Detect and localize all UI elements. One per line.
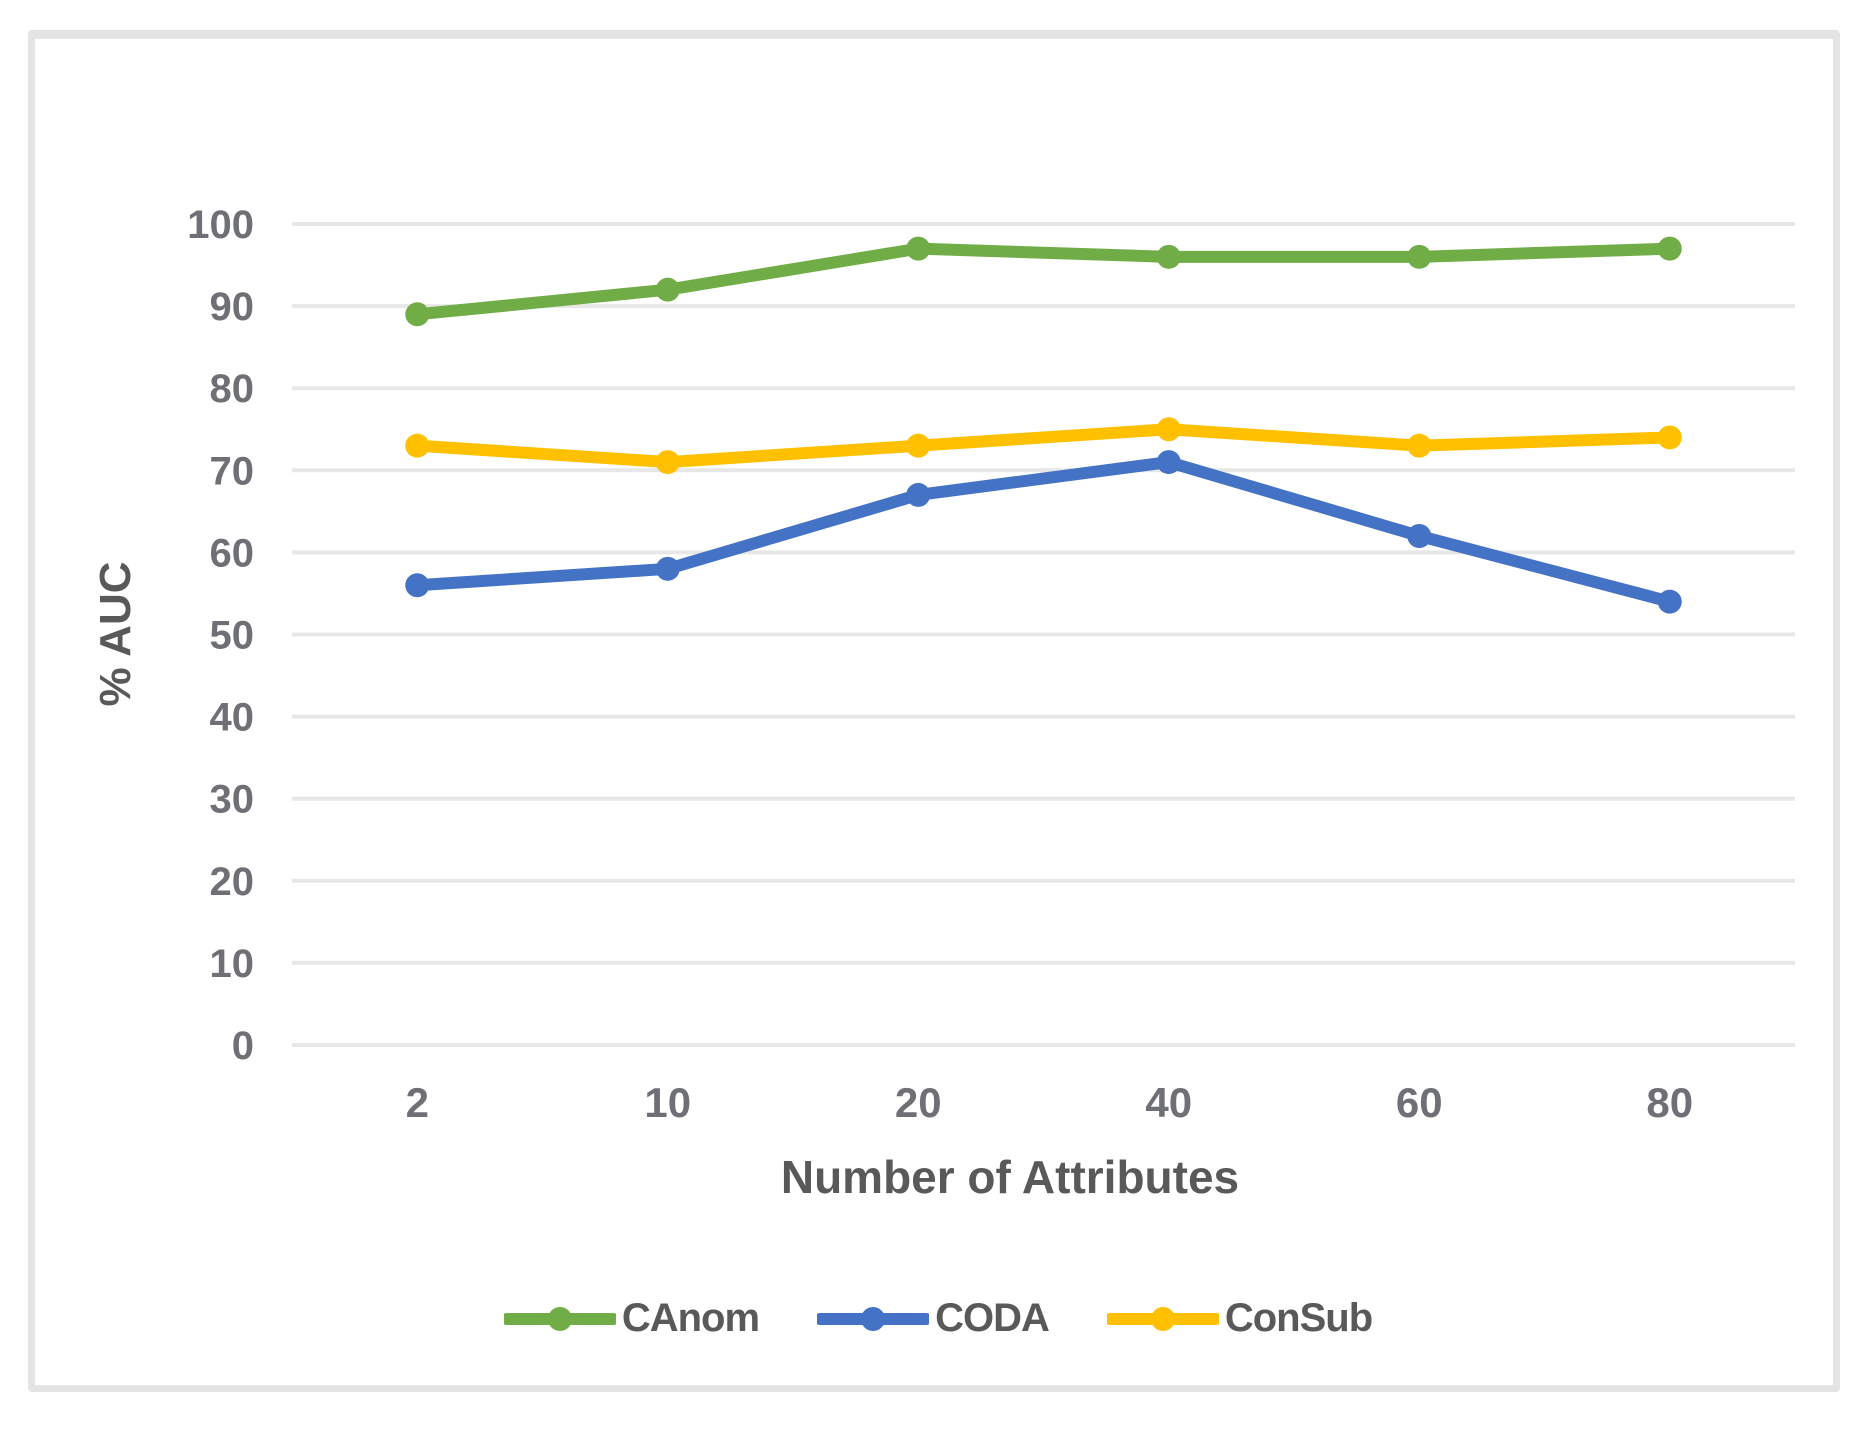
x-tick-label: 40 xyxy=(1145,1079,1192,1126)
data-point-marker xyxy=(1156,450,1181,475)
series-line-canom xyxy=(405,236,1682,327)
y-tick-label: 50 xyxy=(210,614,255,658)
data-point-marker xyxy=(906,433,931,458)
y-tick-label: 80 xyxy=(210,367,255,411)
y-tick-label: 100 xyxy=(187,203,254,247)
data-point-marker xyxy=(1657,236,1682,261)
data-point-marker xyxy=(1657,589,1682,614)
y-axis-tick-labels: 0 10 20 30 40 50 60 70 80 90 100 xyxy=(187,203,254,1068)
data-point-marker xyxy=(1156,417,1181,442)
y-tick-label: 0 xyxy=(232,1024,254,1068)
y-tick-label: 90 xyxy=(210,285,255,329)
data-point-marker xyxy=(1407,433,1432,458)
data-point-marker xyxy=(1407,244,1432,269)
data-point-marker xyxy=(1156,244,1181,269)
data-point-marker xyxy=(405,573,430,598)
x-axis-tick-labels: 2 10 20 40 60 80 xyxy=(406,1079,1694,1126)
x-tick-label: 60 xyxy=(1396,1079,1443,1126)
x-tick-label: 10 xyxy=(644,1079,691,1126)
y-tick-label: 20 xyxy=(210,860,255,904)
x-tick-label: 2 xyxy=(406,1079,429,1126)
y-axis-title: % AUC xyxy=(91,561,140,706)
y-tick-label: 10 xyxy=(210,942,255,986)
x-tick-label: 20 xyxy=(895,1079,942,1126)
y-tick-label: 60 xyxy=(210,531,255,575)
gridlines xyxy=(292,222,1795,1047)
series-line-coda xyxy=(405,450,1682,614)
series-line-consub xyxy=(405,417,1682,475)
data-point-marker xyxy=(906,236,931,261)
data-point-marker xyxy=(906,482,931,507)
x-axis-title: Number of Attributes xyxy=(781,1151,1239,1203)
y-tick-label: 30 xyxy=(210,778,255,822)
y-tick-label: 70 xyxy=(210,449,255,493)
data-point-marker xyxy=(1407,523,1432,548)
y-tick-label: 40 xyxy=(210,696,255,740)
data-point-marker xyxy=(655,556,680,581)
data-point-marker xyxy=(405,302,430,327)
x-tick-label: 80 xyxy=(1646,1079,1693,1126)
data-point-marker xyxy=(655,450,680,475)
data-point-marker xyxy=(1657,425,1682,450)
data-point-marker xyxy=(655,277,680,302)
data-point-marker xyxy=(405,433,430,458)
